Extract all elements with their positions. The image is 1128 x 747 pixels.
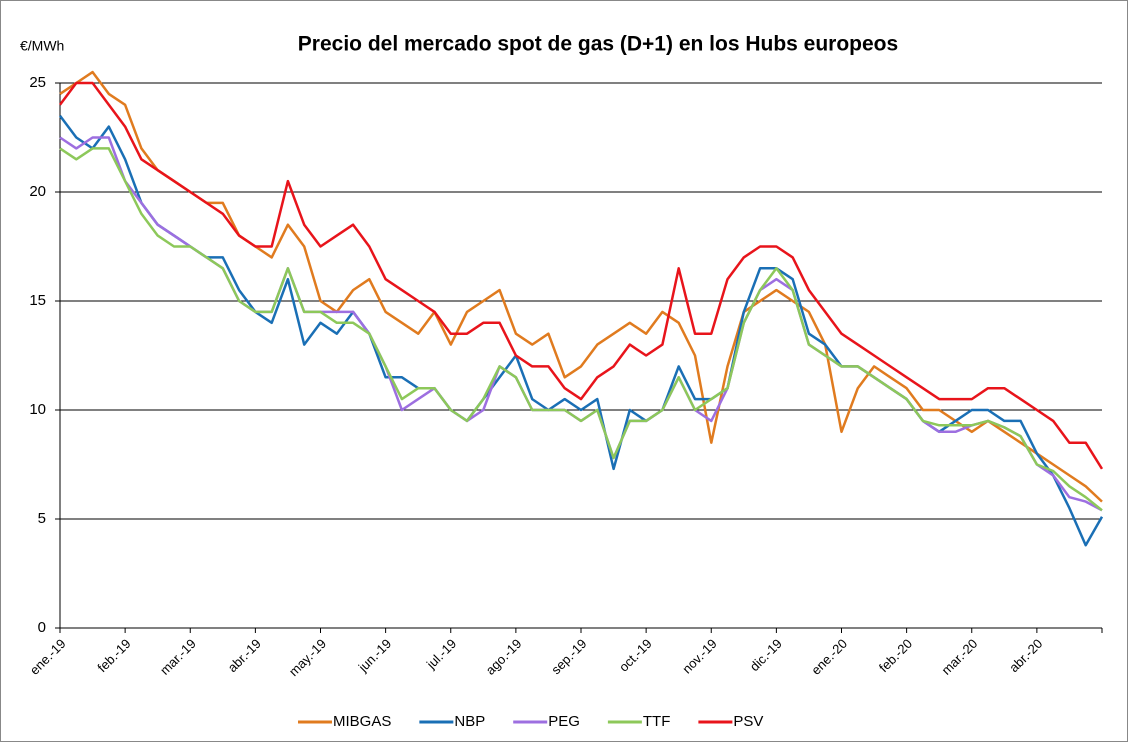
legend-label: NBP (454, 713, 485, 730)
y-tick-label: 15 (29, 292, 46, 309)
legend-label: TTF (643, 713, 671, 730)
y-tick-label: 25 (29, 74, 46, 91)
y-tick-label: 20 (29, 183, 46, 200)
y-axis-label: €/MWh (20, 38, 64, 54)
legend-label: PSV (733, 713, 763, 730)
chart-title: Precio del mercado spot de gas (D+1) en … (298, 33, 898, 56)
y-tick-label: 10 (29, 401, 46, 418)
y-tick-label: 0 (38, 619, 46, 636)
series-line (59, 70, 1103, 503)
series-line (58, 81, 1104, 470)
legend-label: MIBGAS (333, 713, 391, 730)
series-line (59, 147, 1103, 512)
y-tick-label: 5 (38, 510, 46, 527)
legend-label: PEG (548, 713, 580, 730)
